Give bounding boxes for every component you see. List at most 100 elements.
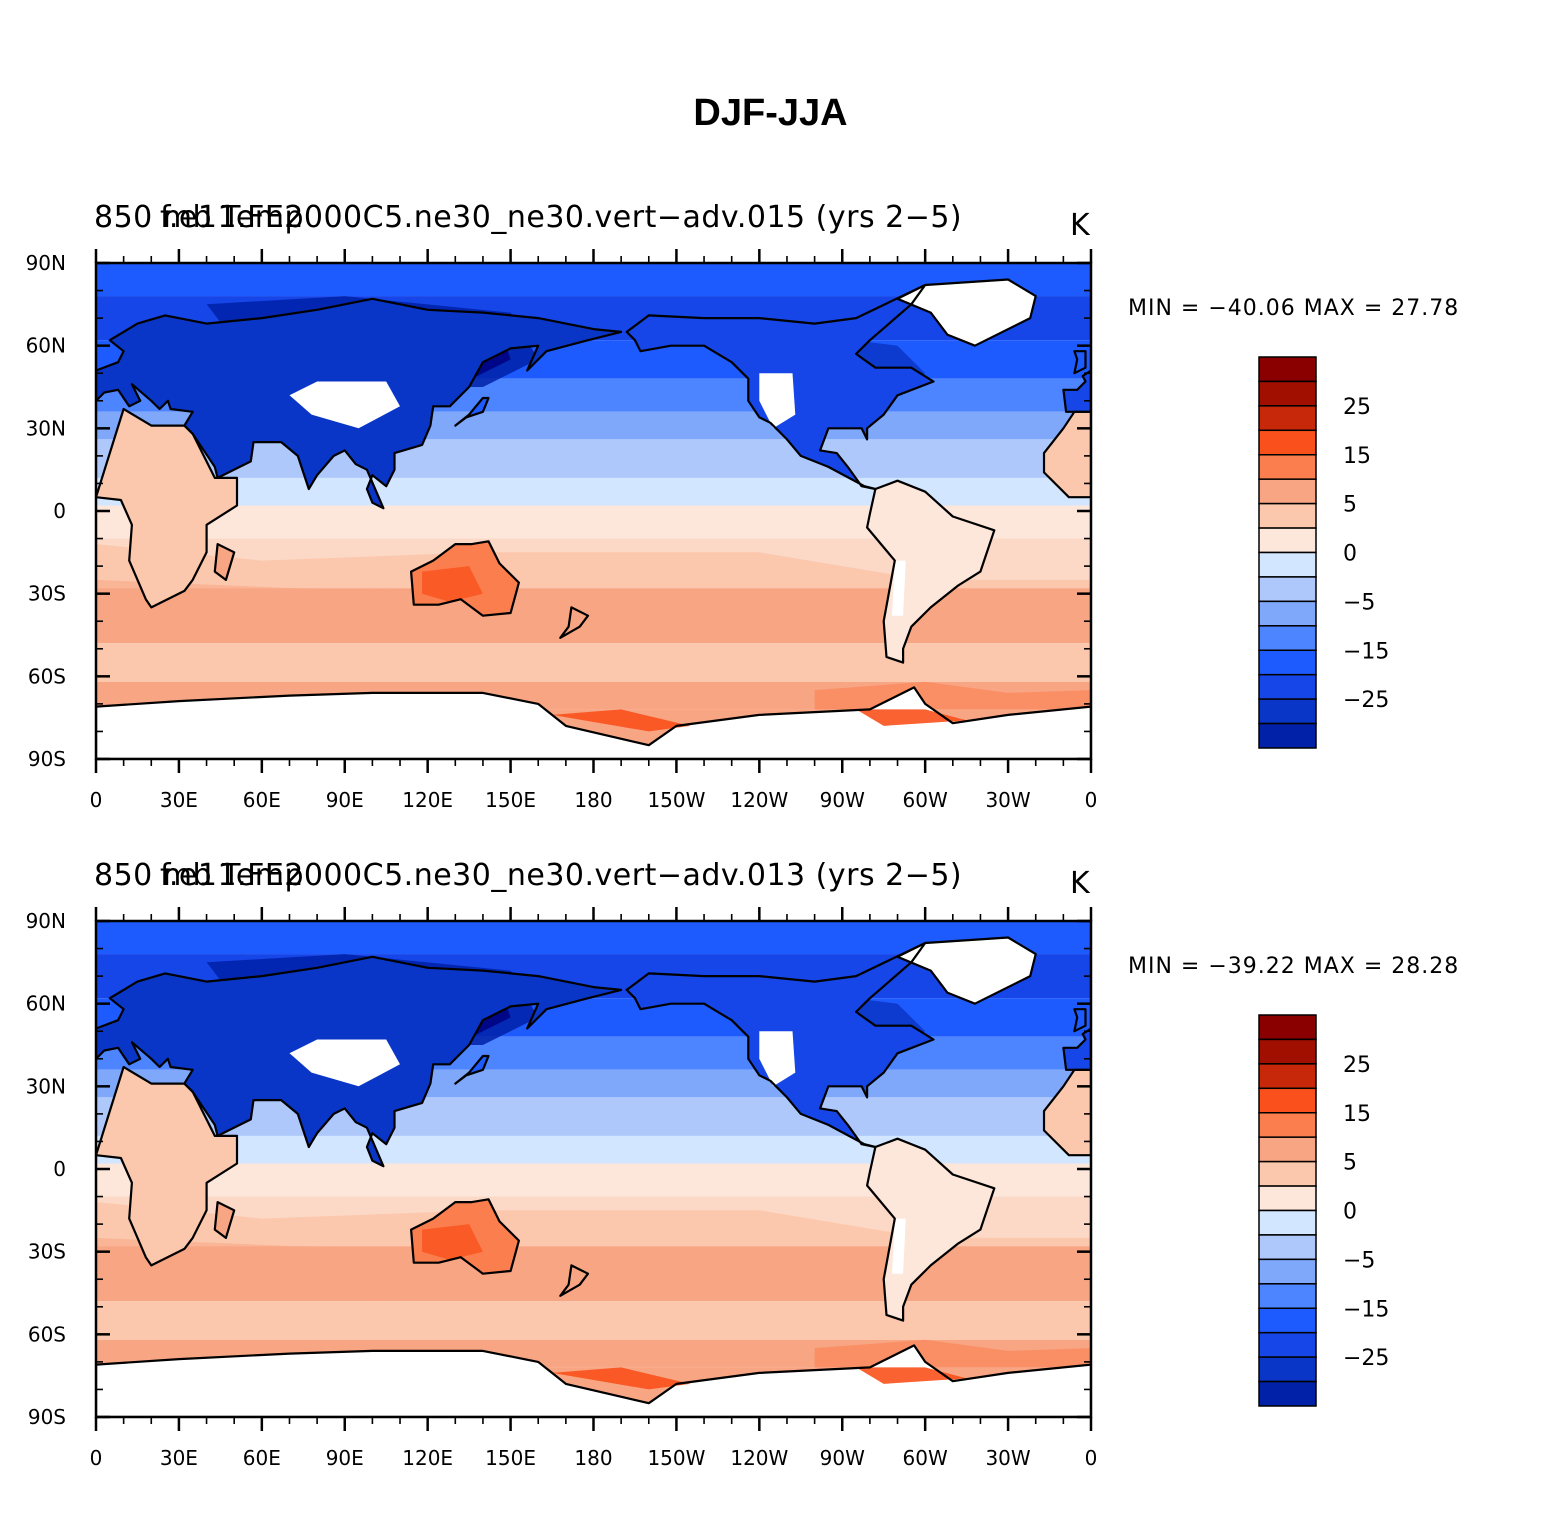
temperature-field [96, 921, 1091, 1417]
map-svg: 90N 60N 30N 0 30S 60S 90S 0 30E 60E 90E 120E 150E 180… [26, 907, 1389, 1470]
colorbar-swatch [1258, 527, 1317, 554]
coastline [896, 278, 1037, 347]
coastline [410, 540, 521, 617]
colorbar-label: 15 [1343, 1102, 1371, 1127]
missing-data-region [892, 1218, 906, 1274]
colorbar-swatch [1258, 551, 1317, 578]
coastline [96, 686, 1091, 759]
colorbar-swatch [1258, 429, 1317, 456]
coastline [865, 1137, 996, 1322]
colorbar-label: −15 [1343, 639, 1389, 664]
lon-tick-label: 60W [903, 1446, 948, 1470]
coastline [1073, 1008, 1087, 1033]
lon-tick-label: 30W [985, 1446, 1030, 1470]
panel-center-title: f.e11.FE2000C5.ne30_ne30.vert−adv.013 (y… [160, 858, 963, 893]
colorbar-swatch [1258, 576, 1317, 603]
lon-tick-label: 30E [160, 788, 198, 812]
coastline [454, 1054, 490, 1085]
colorbar-swatch [1258, 356, 1317, 383]
colorbar-label: −25 [1343, 688, 1389, 713]
temperature-contour [96, 1182, 1091, 1238]
colorbar-swatch [1258, 1380, 1317, 1407]
coastline [625, 941, 935, 1149]
colorbar-swatch [1258, 502, 1317, 529]
colorbar-swatch [1258, 1331, 1317, 1358]
colorbar-swatch [1258, 1185, 1317, 1212]
lon-tick-label: 30E [160, 1446, 198, 1470]
colorbar-label: 15 [1343, 444, 1371, 469]
panel-left-title: 850 mb Temp [94, 200, 305, 235]
lat-tick-label: 90N [26, 909, 66, 933]
figure-title: DJF-JJA [693, 92, 848, 134]
colorbar-swatch [1258, 1283, 1317, 1309]
colorbar-swatch [1258, 1014, 1317, 1041]
temperature-contour [96, 1301, 1091, 1340]
lat-tick-label: 0 [53, 1157, 66, 1181]
lon-tick-label: 150W [647, 1446, 705, 1470]
colorbar-swatch [1258, 478, 1317, 505]
lon-tick-label: 150E [485, 1446, 536, 1470]
coastline [96, 297, 623, 510]
land-region [96, 1067, 237, 1266]
temperature-band [96, 1135, 1091, 1164]
coastline [896, 936, 1037, 1005]
colorbar-label: −5 [1343, 1248, 1375, 1273]
map-svg: 90N 60N 30N 0 30S 60S 90S 0 30E 60E 90E 120E 150E 180… [26, 249, 1389, 812]
coastline [454, 396, 490, 427]
lon-tick-label: 90W [820, 1446, 865, 1470]
land-region [214, 1202, 235, 1238]
lat-tick-label: 90S [28, 747, 66, 771]
panel-left-title: 850 mb Temp [94, 858, 305, 893]
colorbar-swatch [1258, 380, 1317, 407]
land-region [96, 409, 237, 608]
temperature-contour [422, 566, 483, 602]
missing-data-region [759, 1031, 796, 1087]
coastline [410, 1198, 521, 1275]
coastline [96, 1344, 1091, 1417]
colorbar-swatch [1258, 600, 1317, 627]
coastline [1042, 1068, 1091, 1157]
colorbar-swatch [1258, 405, 1317, 432]
lat-tick-label: 60S [28, 664, 66, 688]
lon-tick-label: 180 [574, 788, 612, 812]
lon-tick-label: 90W [820, 788, 865, 812]
coastline [559, 1264, 590, 1297]
lat-tick-label: 90S [28, 1405, 66, 1429]
panel-units: K [1070, 866, 1091, 901]
colorbar-swatch [1258, 1087, 1317, 1114]
colorbar-swatch [1258, 673, 1317, 700]
lon-tick-label: 0 [1085, 788, 1098, 812]
colorbar-swatch [1258, 698, 1317, 725]
lat-tick-label: 60S [28, 1322, 66, 1346]
temperature-contour [96, 1237, 1091, 1293]
colorbar-swatch [1258, 1038, 1317, 1065]
colorbar-swatch [1258, 1356, 1317, 1383]
colorbar-swatch [1258, 722, 1317, 749]
colorbar-swatch [1258, 1234, 1317, 1261]
land-region [1044, 411, 1091, 498]
colorbar-swatch [1258, 1258, 1317, 1285]
colorbar-swatch [1258, 625, 1317, 651]
land-region [96, 1345, 1091, 1417]
missing-data-region [289, 1039, 400, 1087]
land-region [1044, 1069, 1091, 1156]
coastline [96, 955, 623, 1168]
colorbar-label: 5 [1343, 1151, 1357, 1176]
colorbar-label: −15 [1343, 1297, 1389, 1322]
lon-tick-label: 120E [402, 788, 453, 812]
coastline [96, 407, 239, 609]
lat-tick-label: 30N [26, 416, 66, 440]
lon-tick-label: 120W [730, 1446, 788, 1470]
land-region [897, 279, 1036, 346]
lon-tick-label: 60W [903, 788, 948, 812]
land-region [214, 544, 235, 580]
coastline [96, 1065, 239, 1267]
coastline [1062, 369, 1091, 413]
land-region [867, 1138, 995, 1321]
lon-tick-label: 0 [90, 1446, 103, 1470]
lon-tick-label: 120E [402, 1446, 453, 1470]
temperature-band [96, 439, 1091, 478]
colorbar-swatch [1258, 1160, 1317, 1187]
temperature-contour [96, 643, 1091, 682]
panel-center-title: f.e11.FE2000C5.ne30_ne30.vert−adv.015 (y… [160, 200, 963, 235]
